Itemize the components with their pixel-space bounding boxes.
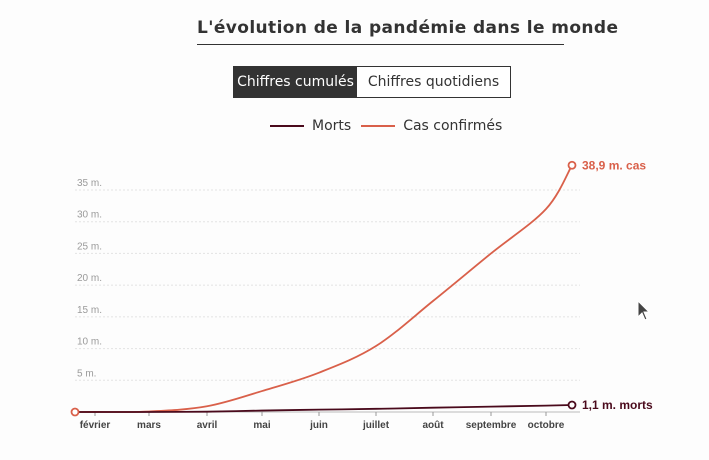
cases-line bbox=[74, 164, 573, 413]
chart-title: L'évolution de la pandémie dans le monde bbox=[197, 18, 618, 45]
x-tick-label: octobre bbox=[528, 420, 565, 431]
x-tick-label: mai bbox=[253, 420, 270, 431]
x-tick-label: septembre bbox=[466, 420, 517, 431]
view-toggle[interactable]: Chiffres cumulés Chiffres quotidiens bbox=[233, 66, 511, 98]
x-tick-label: février bbox=[80, 420, 111, 431]
legend-item-deaths[interactable]: Morts bbox=[270, 118, 351, 134]
deaths-end-label: 1,1 m. morts bbox=[582, 398, 653, 412]
legend-label-deaths: Morts bbox=[312, 118, 352, 134]
y-tick-label: 30 m. bbox=[77, 210, 102, 221]
legend-label-cases: Cas confirmés bbox=[403, 118, 503, 134]
deaths-end-marker bbox=[567, 400, 577, 410]
x-tick-label: août bbox=[422, 420, 444, 431]
legend-swatch-deaths bbox=[270, 125, 304, 127]
x-tick-label: avril bbox=[197, 420, 218, 431]
y-tick-label: 35 m. bbox=[77, 178, 102, 189]
cases-end-marker bbox=[567, 160, 577, 170]
start-marker bbox=[70, 407, 80, 417]
x-tick-label: mars bbox=[137, 420, 161, 431]
y-tick-label: 25 m. bbox=[77, 241, 102, 252]
mouse-pointer-icon bbox=[637, 300, 651, 321]
cases-end-label: 38,9 m. cas bbox=[582, 158, 646, 172]
legend: Morts Cas confirmés bbox=[270, 118, 512, 134]
y-tick-label: 5 m. bbox=[77, 368, 96, 379]
x-tick-label: juillet bbox=[362, 420, 390, 431]
x-tick-label: juin bbox=[309, 420, 328, 431]
daily-button[interactable]: Chiffres quotidiens bbox=[357, 67, 510, 97]
y-tick-label: 20 m. bbox=[77, 273, 102, 284]
legend-swatch-cases bbox=[361, 125, 396, 127]
y-tick-label: 15 m. bbox=[77, 305, 102, 316]
legend-item-cases[interactable]: Cas confirmés bbox=[361, 118, 502, 134]
y-tick-label: 10 m. bbox=[77, 337, 102, 348]
deaths-line bbox=[74, 404, 573, 413]
cumulative-button[interactable]: Chiffres cumulés bbox=[234, 67, 357, 97]
